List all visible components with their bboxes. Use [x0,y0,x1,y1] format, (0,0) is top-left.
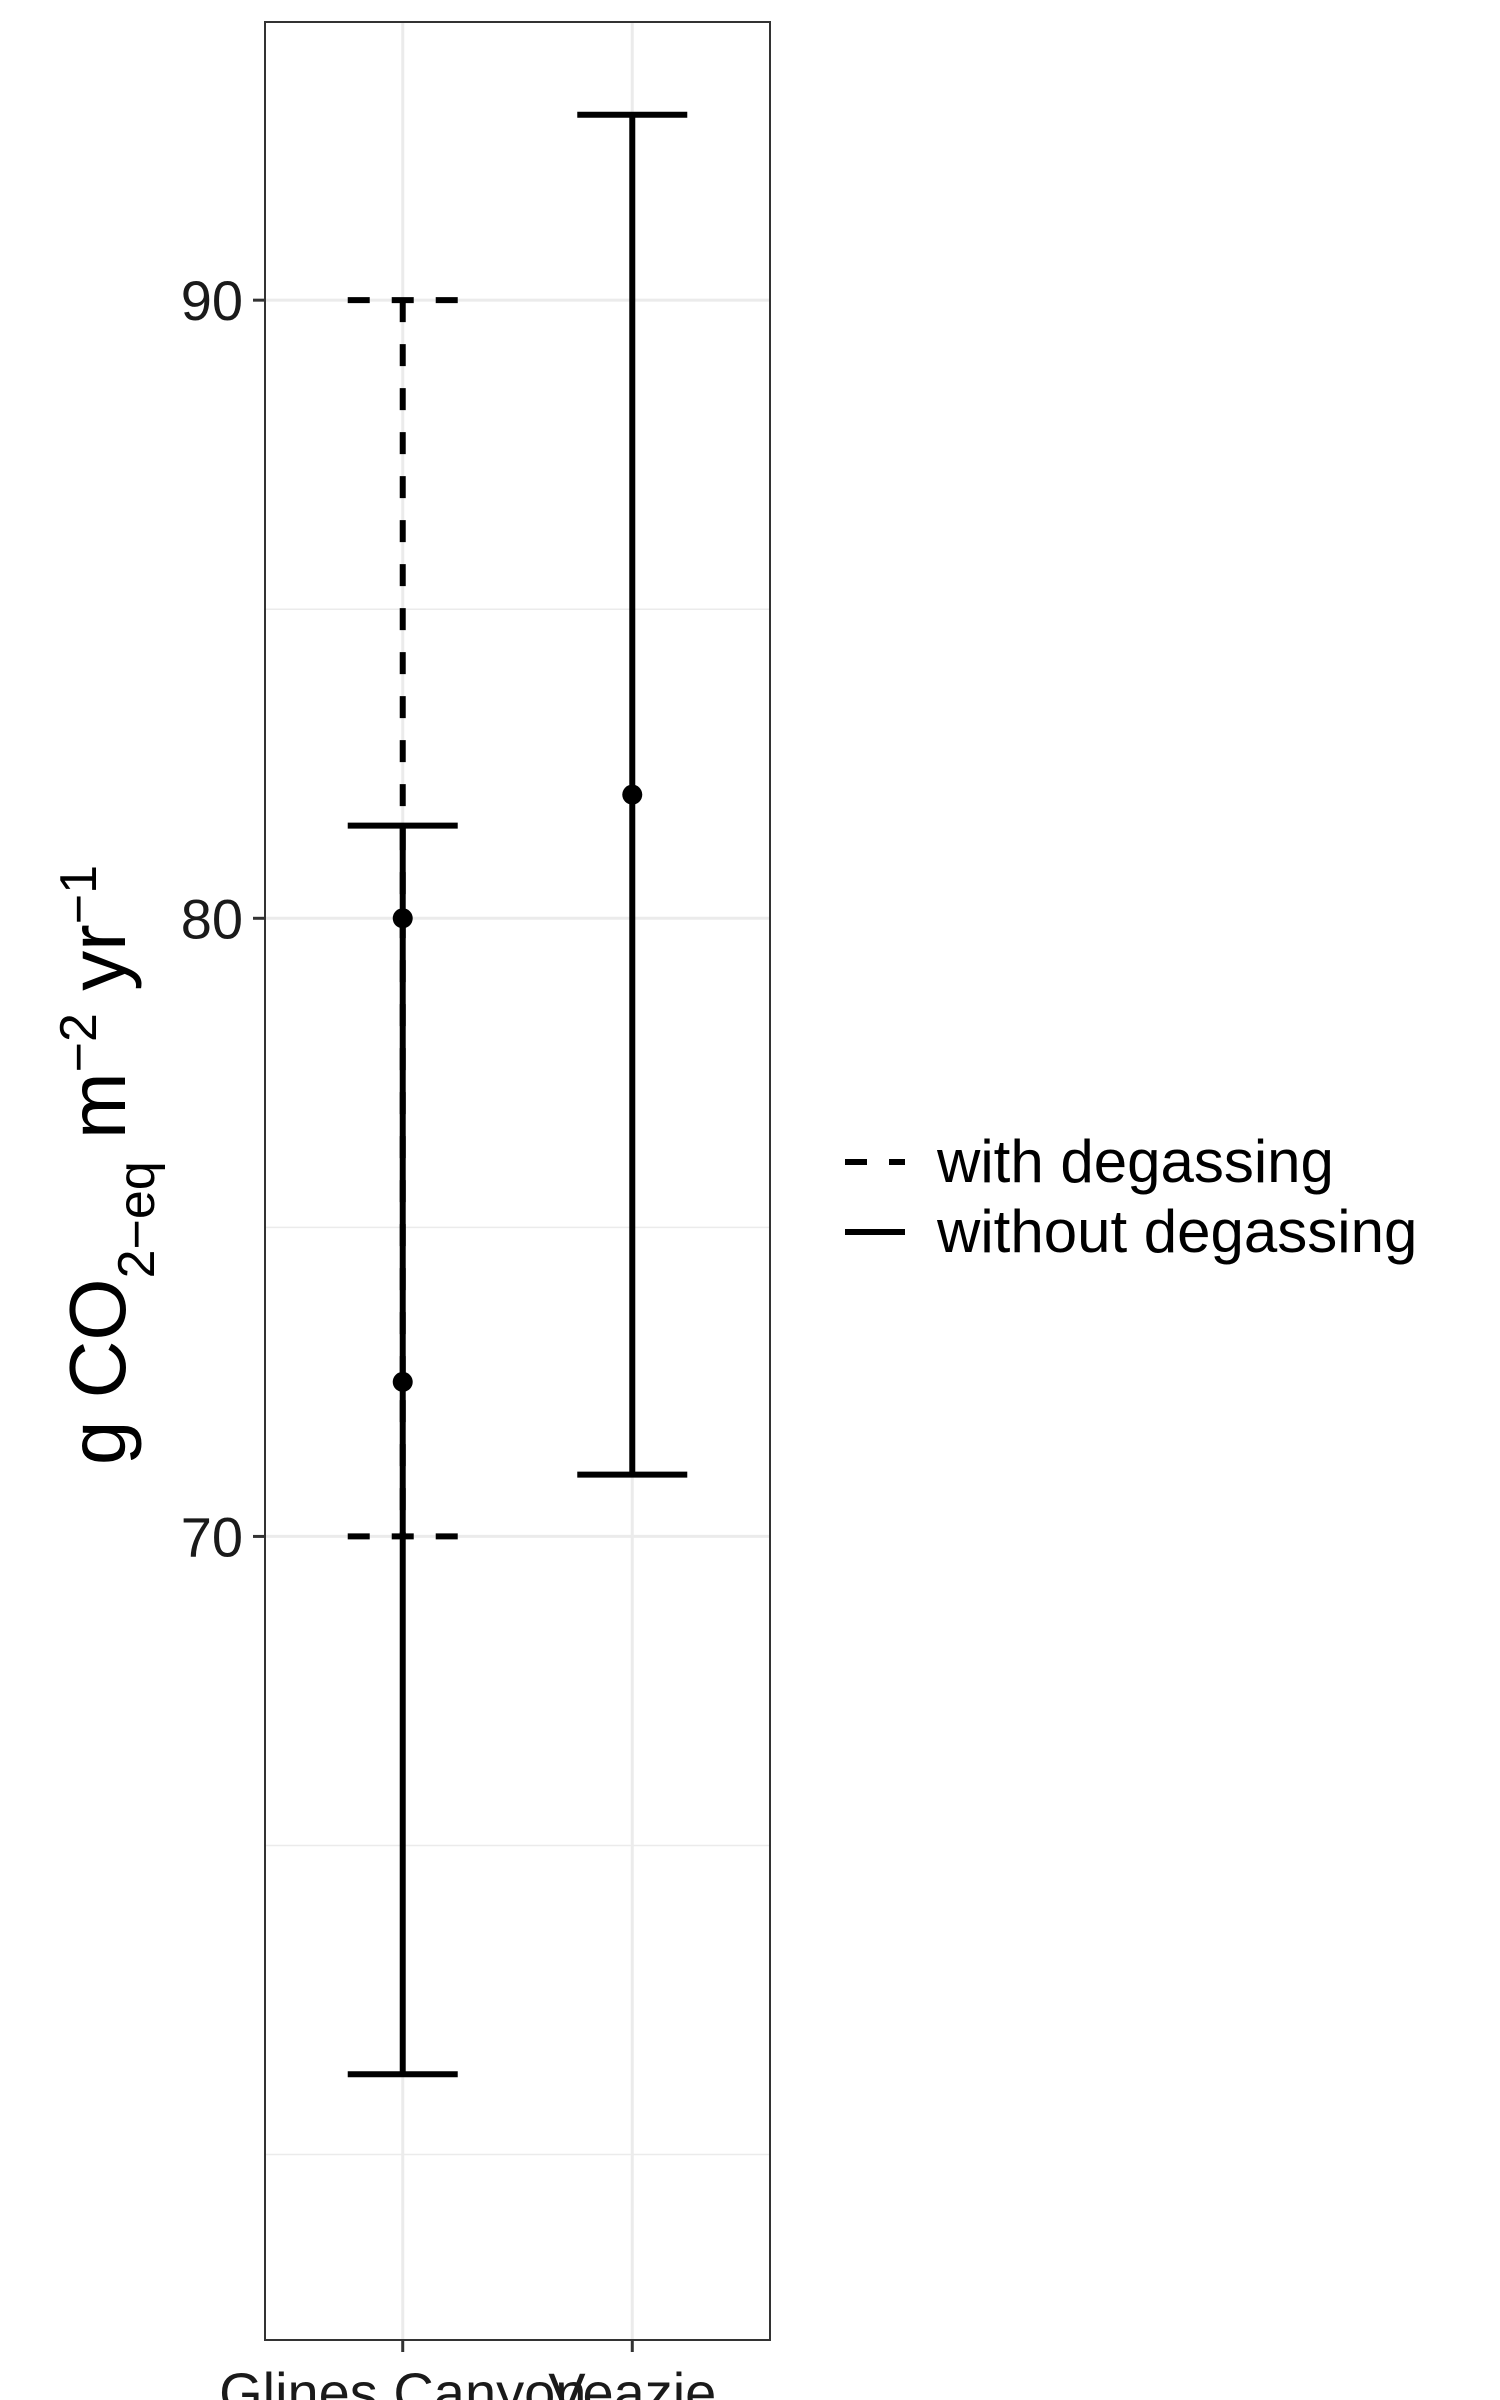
y-tick-label: 80 [181,887,243,950]
y-axis-title-unit2: yr [53,924,142,1013]
mean-point [622,784,643,805]
grid-lines [265,22,770,2340]
y-axis-title-sup2: −1 [50,865,108,924]
y-axis-title-base: g CO [53,1278,142,1465]
panel-border [264,21,771,2341]
x-tick-label: Veazie [548,2361,716,2400]
y-axis-title-unit1: m [53,1072,142,1161]
legend-label: without degassing [936,1198,1417,1265]
errorbar-without-degassing [577,111,688,1478]
legend-label: with degassing [936,1128,1334,1195]
y-tick-label: 70 [181,1505,243,1568]
y-axis-title: g CO2−eq m−2 yr−1 [50,865,166,1465]
errorbar-without-degassing [347,822,458,2078]
legend-item: without degassing [845,1198,1417,1265]
y-axis-title-sup1: −2 [50,1013,108,1072]
data-layer [347,111,688,2078]
legend-item: with degassing [845,1128,1334,1195]
mean-point [392,1371,413,1392]
y-axis-title-sub: 2−eq [108,1161,166,1278]
y-tick-label: 90 [181,269,243,332]
x-tick-label: Glines Canyon [219,2361,586,2400]
